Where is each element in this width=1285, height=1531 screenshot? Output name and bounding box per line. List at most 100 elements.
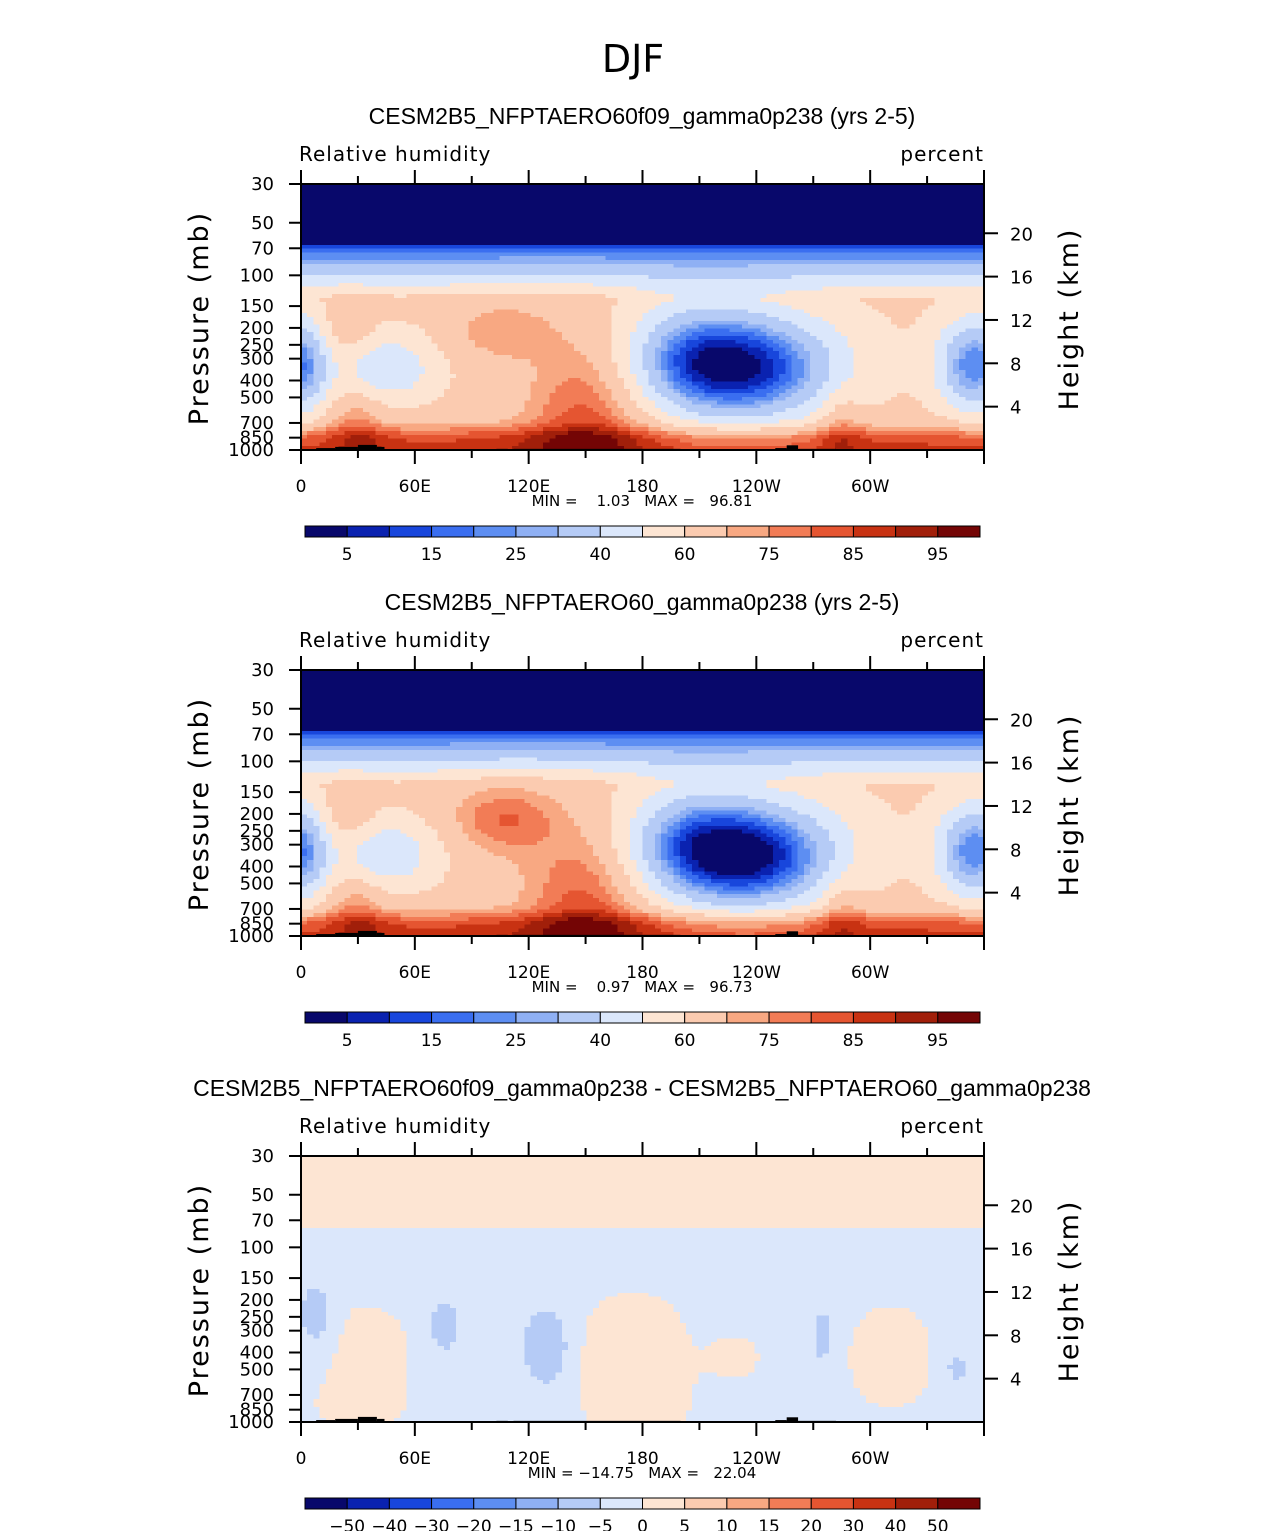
colorbar-swatch (852, 1497, 897, 1510)
panel-left-label: Relative humidity (299, 628, 491, 652)
colorbar-label: 95 (927, 545, 949, 565)
colorbar-swatch (388, 1011, 433, 1024)
colorbar-label: 60 (674, 1031, 696, 1051)
season-title: DJF (602, 37, 664, 81)
colorbar-label: 40 (589, 1031, 611, 1051)
y-tick-label: 30 (251, 174, 274, 195)
x-tick-label: 0 (296, 963, 307, 983)
colorbar-swatch (684, 1497, 728, 1510)
colorbar-label: 5 (679, 1517, 690, 1531)
min-max-stats: MIN = −14.75 MAX = 22.04 (528, 1464, 757, 1482)
colorbar-swatch (473, 525, 517, 538)
colorbar-swatch (768, 525, 812, 538)
y-tick-label: 850 (240, 914, 274, 935)
colorbar-swatch (346, 1011, 390, 1024)
y-tick-label: 200 (240, 804, 274, 825)
height-tick-label: 20 (1010, 710, 1033, 731)
y-tick-label: 70 (251, 724, 274, 745)
y-tick-label: 850 (240, 1400, 274, 1421)
colorbar-label: −10 (540, 1517, 576, 1531)
colorbar-label: −50 (329, 1517, 365, 1531)
terrain-block (376, 446, 385, 450)
x-tick-label: 120E (507, 1449, 550, 1469)
colorbar-label: −30 (414, 1517, 450, 1531)
contour-field (301, 1156, 984, 1422)
y-tick-label: 70 (251, 1210, 274, 1231)
colorbar-label: 30 (843, 1517, 865, 1531)
x-tick-label: 180 (626, 1449, 658, 1469)
y-tick-label: 500 (240, 387, 274, 408)
y-axis-label-right: Height (km) (1054, 228, 1085, 411)
terrain-block (357, 1416, 377, 1422)
colorbar-swatch (599, 1011, 643, 1024)
y-tick-label: 50 (251, 213, 274, 234)
y-tick-label: 150 (240, 782, 274, 803)
height-tick-label: 20 (1010, 1196, 1033, 1217)
x-tick-label: 120W (732, 477, 781, 497)
colorbar-swatch (726, 1497, 770, 1510)
colorbar-swatch (346, 525, 390, 538)
panel-left-label: Relative humidity (299, 142, 491, 166)
y-tick-label: 150 (240, 1268, 274, 1289)
colorbar-swatch (726, 525, 770, 538)
height-tick-label: 4 (1010, 1370, 1021, 1391)
colorbar-swatch (431, 1011, 475, 1024)
terrain-block (786, 445, 799, 450)
colorbar-label: −15 (498, 1517, 534, 1531)
y-tick-label: 100 (240, 751, 274, 772)
colorbar-label: 75 (758, 545, 780, 565)
colorbar-swatch (304, 525, 348, 538)
colorbar: 5 15 25 40 60 75 85 95 (304, 525, 981, 565)
height-tick-label: 4 (1010, 398, 1021, 419)
colorbar-label: 40 (589, 545, 611, 565)
y-tick-label: 850 (240, 428, 274, 449)
colorbar-swatch (852, 1011, 897, 1024)
y-tick-label: 250 (240, 821, 274, 842)
terrain-block (357, 930, 377, 936)
panel-right-label: percent (900, 628, 984, 652)
terrain-block (376, 932, 385, 936)
colorbar-label: 0 (637, 1517, 648, 1531)
y-tick-label: 400 (240, 856, 274, 877)
y-tick-label: 500 (240, 873, 274, 894)
colorbar-swatch (515, 525, 559, 538)
y-tick-label: 30 (251, 1146, 274, 1167)
y-axis-label: Pressure (mb) (184, 211, 215, 425)
panel-title: CESM2B5_NFPTAERO60_gamma0p238 (yrs 2-5) (385, 589, 900, 615)
colorbar-label: 5 (342, 545, 353, 565)
panels: CESM2B5_NFPTAERO60f09_gamma0p238 (yrs 2-… (184, 103, 1091, 1531)
colorbar-label: 15 (758, 1517, 780, 1531)
min-max-stats: MIN = 0.97 MAX = 96.73 (532, 978, 753, 996)
min-max-stats: MIN = 1.03 MAX = 96.81 (532, 492, 753, 510)
colorbar-swatch (810, 1497, 854, 1510)
y-axis-label: Pressure (mb) (184, 697, 215, 911)
terrain-block (786, 931, 799, 936)
x-tick-label: 60W (851, 963, 890, 983)
y-tick-label: 150 (240, 296, 274, 317)
colorbar: 5 15 25 40 60 75 85 95 (304, 1011, 981, 1051)
colorbar-swatch (473, 1011, 517, 1024)
colorbar-swatch (388, 1497, 433, 1510)
colorbar-label: 95 (927, 1031, 949, 1051)
colorbar-label: 15 (421, 1031, 443, 1051)
contour-field (301, 184, 984, 450)
panel-right-label: percent (900, 142, 984, 166)
colorbar-swatch (642, 525, 686, 538)
height-tick-label: 12 (1010, 797, 1033, 818)
colorbar-swatch (895, 1011, 939, 1024)
colorbar-label: 85 (843, 545, 865, 565)
colorbar-swatch (304, 1011, 348, 1024)
y-tick-label: 1000 (228, 1412, 274, 1433)
colorbar-label: 25 (505, 545, 527, 565)
y-tick-label: 400 (240, 370, 274, 391)
y-tick-label: 700 (240, 899, 274, 920)
x-tick-label: 120E (507, 477, 550, 497)
colorbar-swatch (557, 1011, 601, 1024)
colorbar-swatch (684, 1011, 728, 1024)
colorbar-swatch (684, 525, 728, 538)
y-tick-label: 250 (240, 1307, 274, 1328)
contour-field (301, 670, 984, 936)
colorbar-swatch (599, 1497, 643, 1510)
x-tick-label: 60E (399, 477, 431, 497)
